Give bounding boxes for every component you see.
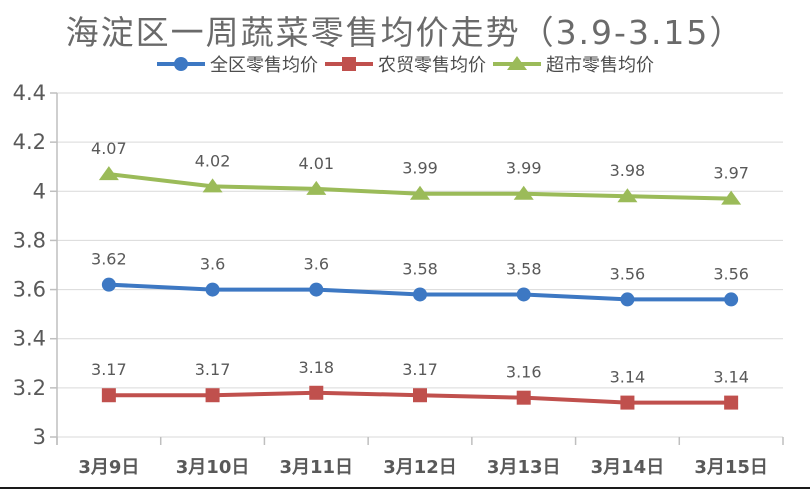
svg-text:3: 3: [33, 425, 46, 449]
svg-text:3月13日: 3月13日: [487, 457, 561, 478]
svg-text:4: 4: [33, 179, 46, 203]
svg-text:3.14: 3.14: [713, 368, 749, 387]
svg-text:3.6: 3.6: [200, 255, 225, 274]
legend-item-farmers-market: 农贸零售均价: [324, 51, 486, 77]
svg-text:4.02: 4.02: [195, 151, 231, 170]
svg-text:3.6: 3.6: [304, 255, 329, 274]
legend-label: 超市零售均价: [546, 55, 654, 76]
svg-text:3.17: 3.17: [402, 360, 438, 379]
svg-text:3.62: 3.62: [91, 250, 127, 269]
svg-text:4.07: 4.07: [91, 139, 127, 158]
svg-text:4.2: 4.2: [13, 130, 46, 154]
svg-text:3.98: 3.98: [610, 161, 646, 180]
svg-text:3.99: 3.99: [506, 159, 542, 178]
chart-legend: 全区零售均价 农贸零售均价 超市零售均价: [0, 51, 810, 77]
svg-text:3.2: 3.2: [13, 376, 46, 400]
svg-text:3月10日: 3月10日: [176, 457, 250, 478]
svg-text:3月11日: 3月11日: [279, 457, 353, 478]
green-line-triangle-icon: [493, 56, 541, 70]
svg-text:3.17: 3.17: [195, 360, 231, 379]
legend-item-supermarket: 超市零售均价: [492, 51, 654, 77]
svg-text:3.97: 3.97: [713, 164, 749, 183]
svg-text:3.99: 3.99: [402, 159, 438, 178]
svg-text:3.18: 3.18: [298, 358, 334, 377]
svg-text:3.58: 3.58: [506, 259, 542, 278]
svg-text:3.4: 3.4: [13, 327, 46, 351]
legend-label: 农贸零售均价: [378, 55, 486, 76]
red-line-square-icon: [325, 57, 373, 71]
bottom-rule: [0, 487, 810, 489]
chart-title: 海淀区一周蔬菜零售均价走势（3.9-3.15）: [65, 13, 745, 52]
blue-line-circle-icon: [157, 57, 205, 71]
svg-text:3.16: 3.16: [506, 363, 542, 382]
svg-text:3月15日: 3月15日: [694, 457, 768, 478]
legend-item-district: 全区零售均价: [156, 51, 318, 77]
svg-text:3.8: 3.8: [13, 228, 46, 252]
legend-label: 全区零售均价: [210, 55, 318, 76]
svg-text:3月9日: 3月9日: [78, 457, 139, 478]
svg-text:3月14日: 3月14日: [591, 457, 665, 478]
svg-text:3.14: 3.14: [610, 368, 646, 387]
svg-text:3.6: 3.6: [13, 278, 46, 302]
svg-text:3月12日: 3月12日: [383, 457, 457, 478]
svg-text:3.56: 3.56: [713, 264, 749, 283]
svg-text:3.17: 3.17: [91, 360, 127, 379]
svg-text:3.58: 3.58: [402, 259, 438, 278]
svg-text:4.01: 4.01: [298, 154, 334, 173]
svg-text:4.4: 4.4: [13, 81, 46, 105]
svg-text:3.56: 3.56: [610, 264, 646, 283]
